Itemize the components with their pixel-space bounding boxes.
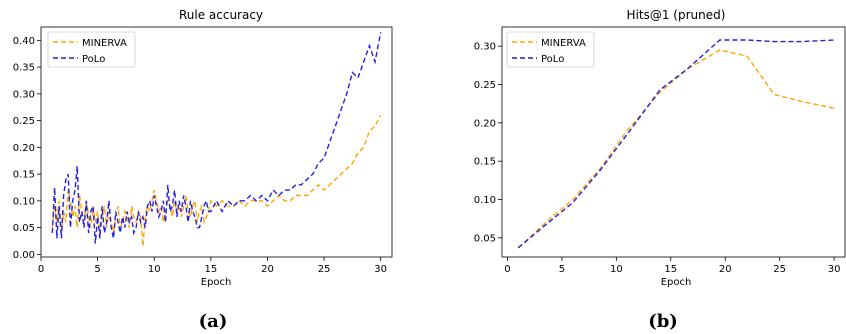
y-tick-label: 0.30: [13, 89, 35, 100]
y-tick-label: 0.00: [13, 250, 35, 261]
y-tick-label: 0.40: [13, 36, 35, 47]
y-tick-label: 0.10: [13, 196, 35, 207]
series-line-minerva: [51, 114, 382, 247]
plot-frame: [40, 26, 393, 258]
chart-hits-at-1: Hits@1 (pruned) 0 5 10 15 20 25 30 0.05 0.10 0.1…: [474, 8, 846, 332]
y-tick-label: 0.35: [13, 63, 35, 74]
x-tick-label: 15: [664, 264, 677, 275]
x-ticks: 0 5 10 15 20 25 30: [38, 257, 387, 275]
x-tick-label: 20: [719, 264, 732, 275]
legend: MINERVA PoLo: [506, 31, 595, 68]
series-line-polo: [51, 32, 382, 244]
y-tick-label: 0.25: [13, 116, 35, 127]
chart-rule-accuracy: Rule accuracy 0 5 10 15 20 25 30 0.000.050.100…: [13, 8, 393, 332]
y-tick-label: 0.15: [13, 170, 35, 181]
x-tick-label: 10: [148, 264, 161, 275]
y-ticks: 0.05 0.10 0.15 0.20 0.25 0.30: [474, 42, 502, 244]
x-ticks: 0 5 10 15 20 25 30: [504, 257, 840, 275]
legend-label-polo: PoLo: [82, 54, 105, 65]
chart-title: Rule accuracy: [179, 8, 263, 22]
caption-b: (b): [648, 311, 678, 332]
series-line-minerva: [517, 49, 835, 249]
y-tick-label: 0.15: [474, 157, 496, 168]
x-tick-label: 25: [318, 264, 331, 275]
x-tick-label: 20: [261, 264, 274, 275]
x-tick-label: 0: [504, 264, 510, 275]
x-tick-label: 15: [204, 264, 217, 275]
chart-title: Hits@1 (pruned): [627, 8, 726, 22]
legend-label-minerva: MINERVA: [541, 38, 586, 49]
legend-label-minerva: MINERVA: [82, 38, 127, 49]
y-tick-label: 0.25: [474, 80, 496, 91]
x-tick-label: 5: [94, 264, 100, 275]
x-tick-label: 5: [559, 264, 565, 275]
x-axis-label: Epoch: [201, 277, 232, 288]
y-tick-label: 0.05: [13, 223, 35, 234]
x-tick-label: 30: [374, 264, 387, 275]
plot-lines: [51, 32, 382, 247]
y-tick-label: 0.20: [13, 143, 35, 154]
plot-frame: [501, 26, 846, 258]
y-ticks: 0.00 0.05 0.10 0.15 0.20 0.25 0.30 0.35 0.40: [13, 36, 41, 261]
x-tick-label: 10: [610, 264, 623, 275]
y-tick-label: 0.05: [474, 233, 496, 244]
x-tick-label: 30: [828, 264, 841, 275]
x-tick-label: 25: [773, 264, 786, 275]
legend: MINERVA PoLo: [47, 31, 136, 68]
plot-lines: [517, 39, 835, 249]
y-tick-label: 0.20: [474, 118, 496, 129]
legend-label-polo: PoLo: [541, 54, 564, 65]
y-tick-label: 0.30: [474, 42, 496, 53]
caption-a: (a): [199, 311, 228, 332]
x-axis-label: Epoch: [661, 277, 692, 288]
x-tick-label: 0: [38, 264, 44, 275]
series-line-polo: [517, 39, 835, 249]
y-tick-label: 0.10: [474, 195, 496, 206]
